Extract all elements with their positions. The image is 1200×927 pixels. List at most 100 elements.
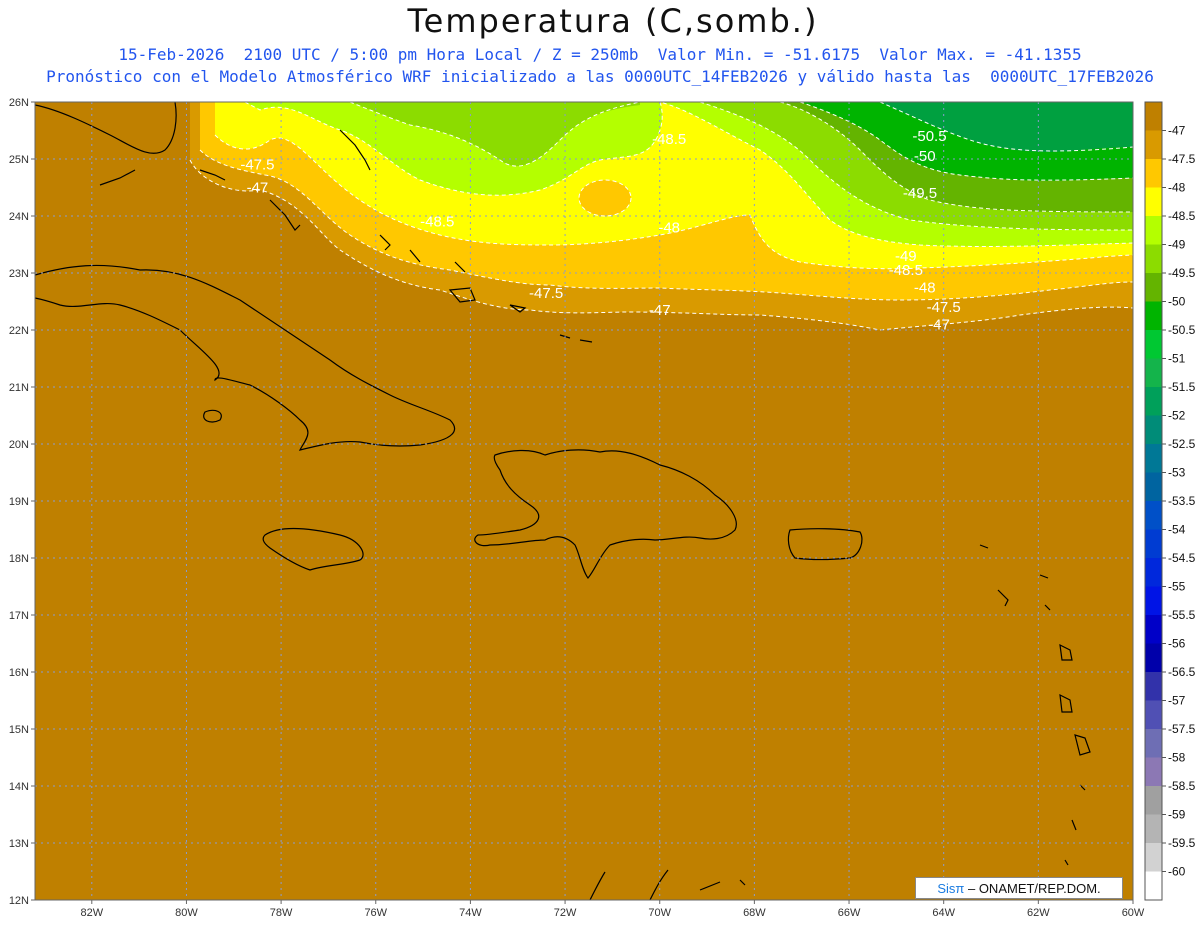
- colorbar-swatch: [1145, 786, 1162, 815]
- colorbar: -47 -47.5 -48 -48.5 -49 -49.5 -50 -50.5 -51 -51.5…: [1144, 101, 1196, 901]
- colorbar-swatch: [1145, 330, 1162, 359]
- colorbar-swatch: [1145, 814, 1162, 844]
- contour-label: -48.5: [420, 214, 454, 231]
- lat-label: 14N: [9, 781, 29, 793]
- colorbar-swatch: [1145, 244, 1162, 274]
- lon-label: 60W: [1122, 907, 1145, 919]
- colorbar-swatch: [1145, 615, 1162, 644]
- credit-brand: Sisπ: [937, 881, 965, 896]
- lat-label: 12N: [9, 895, 29, 907]
- coastlines: [35, 102, 1091, 900]
- colorbar-swatch: [1145, 472, 1162, 502]
- contour-label: -47.5: [927, 299, 961, 316]
- lat-axis: 26N 25N 24N 23N 22N 21N 20N 19N 18N 17N 16N 15N 14N 1…: [9, 97, 35, 907]
- colorbar-swatch: [1145, 159, 1162, 188]
- colorbar-label: -57: [1168, 694, 1186, 708]
- colorbar-label: -59: [1168, 808, 1186, 822]
- lat-label: 19N: [9, 496, 29, 508]
- lon-label: 72W: [554, 907, 577, 919]
- colorbar-label: -51.5: [1168, 380, 1196, 394]
- colorbar-swatch: [1145, 558, 1162, 587]
- lat-label: 13N: [9, 838, 29, 850]
- colorbar-label: -52: [1168, 409, 1186, 423]
- lat-label: 16N: [9, 667, 29, 679]
- lat-label: 21N: [9, 382, 29, 394]
- contour-label: -49: [895, 248, 917, 265]
- colorbar-label: -50.5: [1168, 323, 1196, 337]
- lon-axis: 82W 80W 78W 76W 74W 72W 70W 68W 66W 64W 62W 60W: [80, 900, 1145, 919]
- colorbar-label: -60: [1168, 865, 1186, 879]
- lon-label: 76W: [364, 907, 387, 919]
- credit-text: – ONAMET/REP.DOM.: [964, 881, 1101, 896]
- lat-label: 22N: [9, 325, 29, 337]
- colorbar-swatch: [1145, 216, 1162, 245]
- lon-label: 68W: [743, 907, 766, 919]
- lon-label: 78W: [270, 907, 293, 919]
- lat-label: 26N: [9, 97, 29, 109]
- colorbar-label: -56.5: [1168, 665, 1196, 679]
- credit-box: Sisπ – ONAMET/REP.DOM.: [915, 877, 1123, 899]
- model-info-line: Pronóstico con el Modelo Atmosférico WRF…: [46, 67, 1154, 86]
- colorbar-label: -58.5: [1168, 779, 1196, 793]
- shaded-fields: [35, 102, 1133, 900]
- gridlines: [35, 102, 1133, 900]
- colorbar-label: -49: [1168, 238, 1186, 252]
- colorbar-swatch: [1145, 700, 1162, 730]
- contour-label-layer: -47.5-47-48.5-48.5-48-47.5-47-50.5-50-49…: [240, 128, 960, 333]
- contour-label: -47: [928, 316, 950, 333]
- band-49-5: [350, 102, 640, 167]
- colorbar-label: -49.5: [1168, 266, 1196, 280]
- colorbar-label: -54.5: [1168, 551, 1196, 565]
- lat-label: 18N: [9, 553, 29, 565]
- colorbar-swatch: [1145, 672, 1162, 701]
- colorbar-swatch: [1145, 501, 1162, 530]
- colorbar-label: -55.5: [1168, 608, 1196, 622]
- lon-label: 62W: [1027, 907, 1050, 919]
- colorbar-swatch: [1145, 387, 1162, 416]
- colorbar-label: -57.5: [1168, 722, 1196, 736]
- colorbar-label: -51: [1168, 352, 1186, 366]
- colorbar-swatch: [1145, 415, 1162, 445]
- colorbar-label: -48: [1168, 181, 1186, 195]
- contour-label: -48: [914, 279, 936, 296]
- lat-label: 25N: [9, 154, 29, 166]
- colorbar-swatch: [1145, 729, 1162, 758]
- colorbar-swatch: [1145, 757, 1162, 787]
- colorbar-swatch: [1145, 358, 1162, 388]
- colorbar-label: -47: [1168, 124, 1186, 138]
- colorbar-swatch: [1145, 301, 1162, 331]
- contour-label: -48.5: [652, 131, 686, 148]
- colorbar-label: -50: [1168, 295, 1186, 309]
- contour-label: -50: [914, 148, 936, 165]
- colorbar-swatch: [1145, 529, 1162, 559]
- colorbar-swatch: [1145, 102, 1162, 131]
- contour-label: -50.5: [912, 128, 946, 145]
- contour-label: -47.5: [529, 285, 563, 302]
- colorbar-label: -58: [1168, 751, 1186, 765]
- lat-label: 23N: [9, 268, 29, 280]
- lon-label: 64W: [932, 907, 955, 919]
- lon-label: 70W: [648, 907, 671, 919]
- lon-label: 82W: [80, 907, 103, 919]
- map-title: Temperatura (C,somb.): [407, 2, 819, 40]
- colorbar-swatch: [1145, 643, 1162, 673]
- colorbar-label: -55: [1168, 580, 1186, 594]
- colorbar-label: -48.5: [1168, 209, 1196, 223]
- contour-label: -48: [658, 219, 680, 236]
- colorbar-swatch: [1145, 187, 1162, 217]
- contour-label: -47: [247, 180, 269, 197]
- lon-label: 80W: [175, 907, 198, 919]
- lat-label: 15N: [9, 724, 29, 736]
- colorbar-label: -53.5: [1168, 494, 1196, 508]
- contour-label: -49.5: [903, 185, 937, 202]
- colorbar-label: -47.5: [1168, 152, 1196, 166]
- forecast-info-line: 15-Feb-2026 2100 UTC / 5:00 pm Hora Loca…: [118, 45, 1082, 64]
- lon-label: 66W: [838, 907, 861, 919]
- colorbar-label: -59.5: [1168, 836, 1196, 850]
- colorbar-swatch: [1145, 843, 1162, 872]
- lat-label: 20N: [9, 439, 29, 451]
- colorbar-swatch: [1145, 871, 1162, 901]
- contour-label: -47.5: [240, 157, 274, 174]
- contour-label: -48.5: [889, 262, 923, 279]
